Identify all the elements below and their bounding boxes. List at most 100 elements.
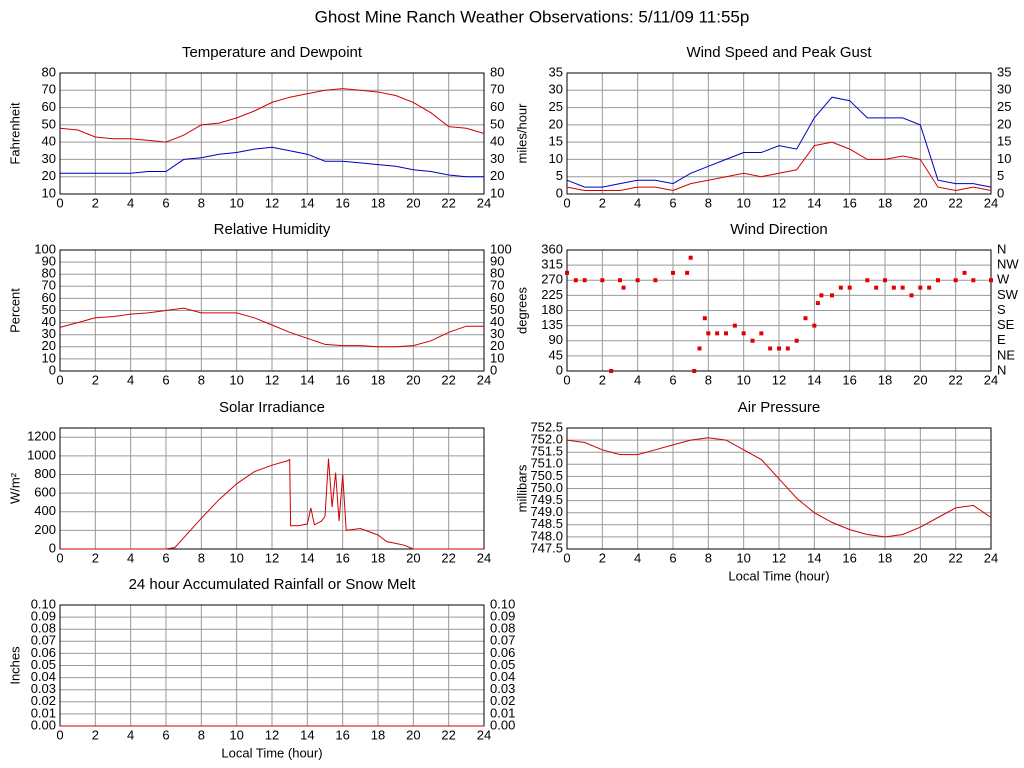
y2-tick-label: 30 <box>490 151 504 166</box>
point <box>847 285 852 290</box>
point <box>573 278 578 283</box>
x-tick-label: 4 <box>127 727 134 742</box>
series-line <box>566 437 992 538</box>
x-axis-label: Local Time (hour) <box>221 745 322 760</box>
point <box>971 278 976 283</box>
y2-tick-label: 0.08 <box>490 621 515 636</box>
y-tick-label: 0.07 <box>31 633 56 648</box>
y-tick-label: 751.5 <box>530 444 563 459</box>
point <box>900 285 905 290</box>
y-tick-label: 270 <box>541 272 563 287</box>
y-tick-label: 0.05 <box>31 657 56 672</box>
point <box>565 270 569 275</box>
x-axis-label: Local Time (hour) <box>728 568 829 583</box>
point <box>732 323 737 328</box>
y-tick-label: 0 <box>556 362 563 377</box>
y-tick-label: 1200 <box>27 429 56 444</box>
y2-tick-label: 20 <box>490 168 504 183</box>
y-tick-label: 70 <box>42 82 56 97</box>
x-tick-label: 6 <box>162 372 169 387</box>
x-tick-label: 20 <box>406 195 420 210</box>
point <box>865 278 870 283</box>
x-tick-label: 18 <box>371 550 385 565</box>
x-tick-label: 16 <box>842 372 856 387</box>
x-tick-label: 12 <box>265 550 279 565</box>
y-tick-label: 0.04 <box>31 669 56 684</box>
x-tick-label: 16 <box>842 550 856 565</box>
point <box>688 255 693 260</box>
x-tick-label: 14 <box>807 372 821 387</box>
x-tick-label: 10 <box>736 195 750 210</box>
y-tick-label: 90 <box>549 332 563 347</box>
chart-title: Air Pressure <box>738 399 821 416</box>
y2-tick-label: NW <box>997 257 1019 272</box>
y-axis-label: degrees <box>514 287 529 334</box>
y2-tick-label: 0.05 <box>490 657 515 672</box>
x-tick-label: 4 <box>634 195 641 210</box>
x-tick-label: 0 <box>563 372 570 387</box>
point <box>815 301 820 306</box>
x-tick-label: 2 <box>92 550 99 565</box>
y2-tick-label: SW <box>997 287 1019 302</box>
y-tick-label: 90 <box>42 254 56 269</box>
x-tick-label: 16 <box>335 727 349 742</box>
x-tick-label: 18 <box>878 195 892 210</box>
y2-tick-label: N <box>997 241 1006 256</box>
x-tick-label: 24 <box>984 372 998 387</box>
chart-title: Temperature and Dewpoint <box>182 44 363 61</box>
y-tick-label: 360 <box>541 241 563 256</box>
point <box>936 278 940 283</box>
y-tick-label: 0.02 <box>31 693 56 708</box>
y-axis-label: Fahrenheit <box>7 102 22 165</box>
y-tick-label: 15 <box>549 134 563 149</box>
y2-tick-label: 10 <box>997 151 1011 166</box>
x-tick-label: 24 <box>477 372 491 387</box>
x-tick-label: 0 <box>56 550 63 565</box>
y-tick-label: 40 <box>42 314 56 329</box>
x-tick-label: 2 <box>92 195 99 210</box>
y-tick-label: 315 <box>541 257 563 272</box>
series-line <box>566 96 992 188</box>
point <box>989 278 993 283</box>
x-tick-label: 6 <box>669 195 676 210</box>
y2-tick-label: 5 <box>997 168 1004 183</box>
point <box>803 316 808 321</box>
y2-tick-label: 25 <box>997 99 1011 114</box>
y2-tick-label: 0.09 <box>490 609 515 624</box>
y2-tick-label: 0.01 <box>490 705 515 720</box>
x-tick-label: 14 <box>807 195 821 210</box>
y-tick-label: 752.0 <box>530 432 563 447</box>
x-tick-label: 20 <box>406 372 420 387</box>
y-tick-label: 0.03 <box>31 681 56 696</box>
point <box>909 293 914 298</box>
x-tick-label: 14 <box>300 727 314 742</box>
x-tick-label: 0 <box>563 550 570 565</box>
series-line <box>59 88 485 143</box>
page-title: Ghost Mine Ranch Weather Observations: 5… <box>315 7 750 26</box>
point <box>927 285 932 290</box>
x-tick-label: 4 <box>634 372 641 387</box>
y-tick-label: 100 <box>34 241 56 256</box>
y2-tick-label: S <box>997 302 1006 317</box>
point <box>819 293 824 298</box>
x-tick-label: 2 <box>92 372 99 387</box>
y-tick-label: 80 <box>42 64 56 79</box>
y2-tick-label: 0.04 <box>490 669 515 684</box>
y-tick-label: 600 <box>34 485 56 500</box>
x-tick-label: 22 <box>441 550 455 565</box>
y-tick-label: 225 <box>541 287 563 302</box>
x-tick-label: 12 <box>265 727 279 742</box>
x-tick-label: 14 <box>300 195 314 210</box>
x-tick-label: 4 <box>127 195 134 210</box>
x-tick-label: 24 <box>477 550 491 565</box>
y-tick-label: 749.5 <box>530 492 563 507</box>
y2-tick-label: 10 <box>490 185 504 200</box>
y-axis-label: Inches <box>7 646 22 685</box>
x-tick-label: 24 <box>477 195 491 210</box>
x-tick-label: 10 <box>229 550 243 565</box>
y-tick-label: 10 <box>549 151 563 166</box>
y2-tick-label: 40 <box>490 314 504 329</box>
point <box>883 278 887 283</box>
y2-tick-label: SE <box>997 317 1015 332</box>
series-line <box>60 146 484 178</box>
